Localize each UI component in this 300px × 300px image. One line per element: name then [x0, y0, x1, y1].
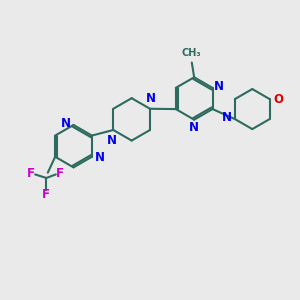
- Text: F: F: [56, 167, 64, 180]
- Text: N: N: [189, 122, 199, 134]
- Text: CH₃: CH₃: [182, 48, 201, 58]
- Text: O: O: [274, 93, 284, 106]
- Text: N: N: [221, 111, 231, 124]
- Text: N: N: [146, 92, 156, 105]
- Text: N: N: [95, 151, 105, 164]
- Text: F: F: [42, 188, 50, 201]
- Text: N: N: [107, 134, 117, 147]
- Text: N: N: [214, 80, 224, 93]
- Text: N: N: [61, 117, 71, 130]
- Text: F: F: [27, 167, 35, 180]
